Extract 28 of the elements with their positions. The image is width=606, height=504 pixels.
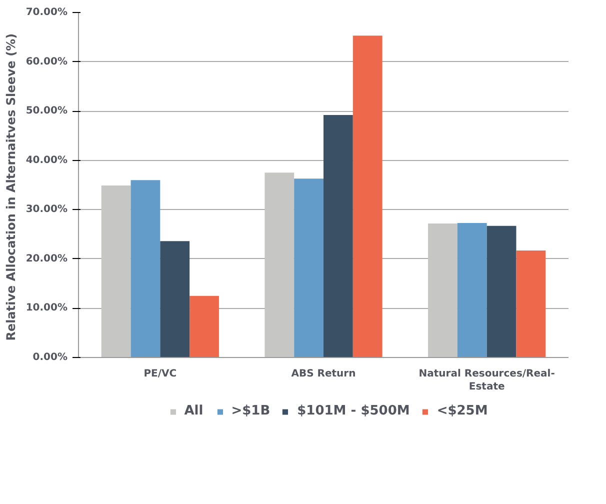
bar <box>264 172 294 358</box>
bar <box>457 222 487 358</box>
bar <box>160 241 190 358</box>
bar <box>516 250 546 358</box>
bar <box>294 178 324 358</box>
x-tick-label: Natural Resources/Real-Estate <box>418 368 555 393</box>
bar <box>190 296 219 358</box>
y-tick-label: 40.00% <box>26 154 68 166</box>
legend-label: >$1B <box>231 404 270 418</box>
y-tick-label: 30.00% <box>26 204 68 216</box>
y-tick-label: 70.00% <box>26 7 68 18</box>
bar <box>352 36 382 358</box>
y-tick-label: 10.00% <box>26 302 68 314</box>
y-tick-label: 0.00% <box>32 352 68 363</box>
x-tick-label: ABS Return <box>291 368 356 380</box>
bar <box>101 185 131 358</box>
y-axis-title: Relative Allocation in Alternaitves Sleeve (%) <box>4 33 18 341</box>
y-tick-label: 50.00% <box>26 106 68 117</box>
legend-label: <$25M <box>436 404 488 418</box>
bar <box>324 115 353 358</box>
y-tick-label: 20.00% <box>26 253 68 264</box>
bar <box>428 223 458 358</box>
bar <box>130 180 160 358</box>
legend-label: All <box>184 404 204 418</box>
y-tick-label: 60.00% <box>26 56 68 68</box>
x-tick-label: PE/VC <box>144 368 177 380</box>
bar <box>486 226 516 358</box>
legend-label: $101M - $500M <box>297 404 410 418</box>
